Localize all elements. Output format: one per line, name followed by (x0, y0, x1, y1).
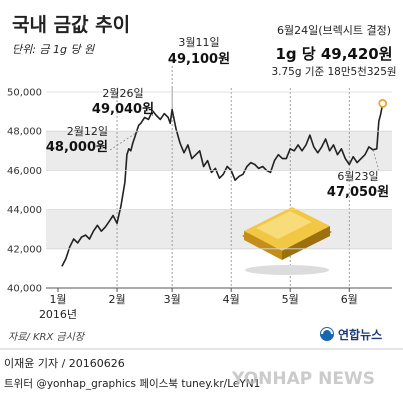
callout-date: 3월11일 (178, 35, 219, 49)
callout-value: 1g 당 49,420원 (275, 45, 392, 63)
watermark: YONHAP NEWS (231, 369, 375, 389)
yonhap-logo: 연합뉴스 (320, 327, 382, 342)
y-tick-label: 48,000 (7, 127, 42, 138)
chart-title: 국내 금값 추이 (12, 14, 130, 36)
y-tick-label: 40,000 (7, 284, 42, 295)
price-line (61, 103, 384, 267)
social-links: 트위터 @yonhap_graphics 페이스북 tuney.kr/LeYN1 (4, 377, 260, 390)
chart-unit: 단위: 금 1g 당 원 (12, 43, 95, 56)
x-tick-label: 2월 (108, 293, 125, 306)
callout-value: 49,100원 (168, 52, 230, 67)
callout-date: 6월23일 (337, 169, 378, 183)
x-tick-label: 6월 (341, 293, 358, 306)
callout-date: 2월12일 (67, 124, 108, 138)
x-tick-label: 3월 (164, 293, 181, 306)
callout-date: 6월24일(브렉시트 결정) (277, 23, 391, 37)
byline: 이재윤 기자 / 20160626 (4, 357, 125, 370)
callout-value: 49,040원 (92, 102, 154, 117)
y-tick-label: 46,000 (7, 166, 42, 177)
y-tick-label: 50,000 (7, 88, 42, 99)
callout-date: 2월26일 (102, 86, 143, 100)
x-tick-label: 1월 (49, 293, 66, 306)
callout-value: 48,000원 (46, 140, 108, 155)
y-tick-label: 42,000 (7, 244, 42, 255)
grid-band (46, 131, 392, 171)
x-tick-label: 5월 (282, 293, 299, 306)
callout-value: 47,050원 (327, 185, 389, 200)
x-tick-label: 4월 (223, 293, 240, 306)
year-label: 2016년 (39, 308, 77, 321)
gold-bar-illustration (242, 207, 332, 275)
source-label: 자료/ KRX 금시장 (8, 331, 86, 343)
callout-note: 3.75g 기준 18만5천325원 (271, 66, 396, 78)
y-tick-label: 44,000 (7, 205, 42, 216)
end-point-marker (378, 98, 388, 108)
grid-band (46, 209, 392, 249)
callout-leader (372, 149, 380, 171)
brand-name: 연합뉴스 (338, 327, 382, 342)
callout-leader (109, 130, 139, 151)
